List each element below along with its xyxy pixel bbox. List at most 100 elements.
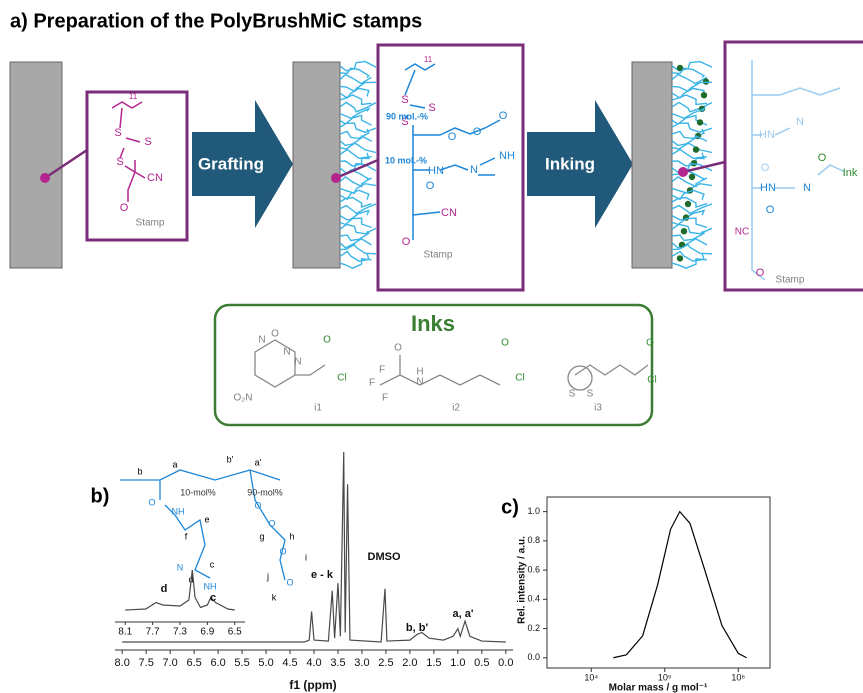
- peak-label: e - k: [311, 569, 334, 581]
- label: N: [258, 335, 265, 346]
- substrate: [632, 62, 672, 268]
- x-tick-label: 2.5: [378, 657, 393, 669]
- x-tick-label: 2.0: [402, 657, 417, 669]
- label: b): [91, 485, 110, 507]
- ink-dot: [701, 92, 707, 98]
- x-tick-label: 8.0: [115, 657, 130, 669]
- label: a': [255, 457, 262, 467]
- ink-dot: [685, 201, 691, 207]
- label: F: [369, 378, 375, 389]
- x-tick-label: 7.3: [173, 627, 187, 638]
- ink-dot: [693, 146, 699, 152]
- label: Stamp: [136, 218, 165, 229]
- y-tick-label: 0.0: [527, 652, 540, 662]
- label: N: [177, 562, 184, 572]
- label: O: [268, 518, 275, 528]
- x-tick-label: 7.0: [162, 657, 177, 669]
- substrate: [10, 62, 62, 268]
- label: NH: [204, 581, 217, 591]
- peak-label: d: [161, 583, 168, 595]
- label: b: [137, 466, 142, 476]
- label: S: [116, 156, 123, 168]
- label: N: [416, 377, 423, 388]
- label: Stamp: [424, 250, 453, 261]
- label: Cl: [337, 373, 346, 384]
- line-series: [122, 452, 506, 642]
- label: O: [323, 335, 331, 346]
- label: i: [305, 552, 307, 562]
- y-axis-label: Rel. intensity / a.u.: [517, 536, 528, 624]
- x-tick-label: 4.5: [282, 657, 297, 669]
- x-tick-label: 7.5: [139, 657, 154, 669]
- label: i1: [314, 403, 322, 414]
- label: O: [271, 329, 279, 340]
- label: S: [401, 94, 408, 106]
- substrate: [293, 62, 340, 268]
- label: NH: [499, 150, 515, 162]
- label: k: [272, 592, 277, 602]
- label: Grafting: [198, 154, 264, 173]
- label: F: [379, 365, 385, 376]
- x-tick-label: 6.5: [186, 657, 201, 669]
- label: j: [266, 571, 269, 581]
- label: 10-mol%: [180, 487, 216, 497]
- line-series: [125, 570, 234, 610]
- label: N: [803, 182, 811, 194]
- brush-chain: [672, 204, 712, 214]
- peak-label: c: [210, 592, 216, 604]
- label: O₂N: [234, 393, 253, 404]
- ink-dot: [681, 228, 687, 234]
- label: O: [279, 546, 286, 556]
- page: { "panel_a": { "title": "a) Preparation …: [0, 0, 863, 693]
- label: b': [227, 454, 234, 464]
- y-tick-label: 1.0: [527, 506, 540, 516]
- label: S: [114, 127, 121, 139]
- x-tick-label: 1.5: [426, 657, 441, 669]
- label: CN: [441, 207, 457, 219]
- x-tick-label: 7.7: [146, 627, 160, 638]
- x-tick-label: 10⁵: [658, 672, 672, 682]
- x-tick-label: 5.0: [258, 657, 273, 669]
- label: 10 mol.-%: [385, 155, 427, 165]
- label: O: [394, 343, 402, 354]
- label: NC: [735, 227, 749, 238]
- label: c): [501, 496, 519, 518]
- label: S: [428, 102, 435, 114]
- figure: a) Preparation of the PolyBrushMiC stamp…: [0, 0, 863, 693]
- x-tick-label: 3.5: [330, 657, 345, 669]
- anchor-dot: [40, 173, 50, 183]
- label: HN: [759, 129, 775, 141]
- x-tick-label: 10⁴: [584, 672, 598, 682]
- label: O: [756, 267, 765, 279]
- brush-chain: [340, 82, 376, 91]
- x-tick-label: 6.9: [200, 627, 214, 638]
- y-tick-label: 0.8: [527, 535, 540, 545]
- label: Cl: [515, 373, 524, 384]
- label: F: [382, 393, 388, 404]
- label: h: [289, 531, 294, 541]
- peak-label: b, b': [406, 622, 429, 634]
- y-tick-label: 0.4: [527, 594, 540, 604]
- label: O: [499, 110, 508, 122]
- y-tick-label: 0.2: [527, 623, 540, 633]
- label: O: [761, 162, 770, 174]
- x-tick-label: 1.0: [450, 657, 465, 669]
- x-tick-label: 0.5: [474, 657, 489, 669]
- x-tick-label: 4.0: [306, 657, 321, 669]
- x-tick-label: 3.0: [354, 657, 369, 669]
- x-tick-label: 6.0: [210, 657, 225, 669]
- label: 90 mol.-%: [386, 111, 428, 121]
- x-tick-label: 6.5: [228, 627, 242, 638]
- label: i3: [594, 403, 602, 414]
- brush-chain: [672, 231, 704, 240]
- label: HN: [760, 182, 776, 194]
- label: O: [473, 126, 482, 138]
- label: f: [185, 531, 188, 541]
- brush-chain: [340, 231, 369, 240]
- line-series: [613, 512, 746, 658]
- polymer-brush: [672, 62, 712, 269]
- label: O: [254, 500, 261, 510]
- label: e: [204, 514, 209, 524]
- x-axis-label: f1 (ppm): [289, 678, 336, 692]
- label: Ink: [843, 167, 858, 179]
